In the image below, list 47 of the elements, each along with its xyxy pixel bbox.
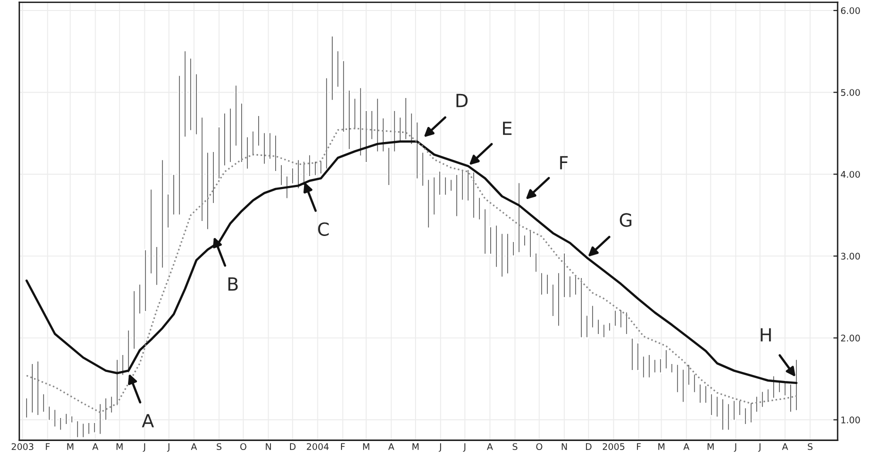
x-tick-label: N — [562, 443, 567, 450]
x-tick-label: F — [46, 443, 50, 450]
x-tick-label: O — [536, 443, 542, 450]
annotation: H — [760, 328, 771, 342]
y-tick-label: 1.00 — [841, 416, 860, 424]
annotation: C — [318, 222, 329, 236]
x-tick-label: 2005 — [602, 443, 624, 450]
x-tick-label: O — [240, 443, 246, 450]
x-tick-label: M — [363, 443, 370, 450]
y-tick-label: 3.00 — [841, 252, 860, 260]
x-tick-label: M — [412, 443, 419, 450]
x-tick-label: A — [190, 443, 197, 450]
x-tick-label: M — [658, 443, 664, 450]
x-tick-label: F — [341, 443, 345, 450]
annotation: F — [560, 156, 568, 170]
x-tick-label: J — [463, 443, 466, 452]
annotation: G — [620, 213, 632, 227]
x-tick-label: S — [216, 443, 222, 450]
y-tick-label: 6.00 — [841, 7, 860, 14]
y-tick-label: 4.00 — [840, 170, 860, 178]
x-tick-label: A — [486, 443, 493, 450]
annotation: B — [228, 277, 238, 291]
x-tick-label: D — [290, 443, 296, 450]
x-tick-label: A — [683, 443, 690, 450]
x-tick-label: J — [167, 443, 170, 452]
x-tick-label: J — [438, 443, 442, 452]
x-tick-label: D — [586, 443, 592, 450]
annotation: D — [456, 94, 468, 108]
x-tick-label: A — [388, 443, 394, 450]
x-tick-label: F — [636, 443, 641, 450]
y-tick-label: 2.00 — [841, 334, 860, 342]
x-tick-label: J — [734, 443, 736, 452]
annotation: A — [142, 414, 154, 428]
x-tick-label: A — [782, 443, 788, 450]
x-tick-label: M — [708, 443, 714, 450]
x-tick-label: N — [266, 443, 271, 450]
x-tick-label: J — [142, 443, 146, 452]
x-tick-label: M — [116, 443, 123, 450]
x-tick-label: A — [92, 443, 98, 450]
x-tick-label: M — [67, 443, 74, 450]
x-tick-label: 2004 — [306, 443, 329, 450]
x-tick-label: S — [808, 443, 812, 450]
annotation: E — [503, 122, 512, 135]
x-tick-label: 2003 — [12, 443, 34, 450]
x-tick-label: J — [758, 443, 760, 452]
x-tick-label: S — [512, 443, 518, 450]
y-tick-label: 5.00 — [841, 89, 860, 96]
